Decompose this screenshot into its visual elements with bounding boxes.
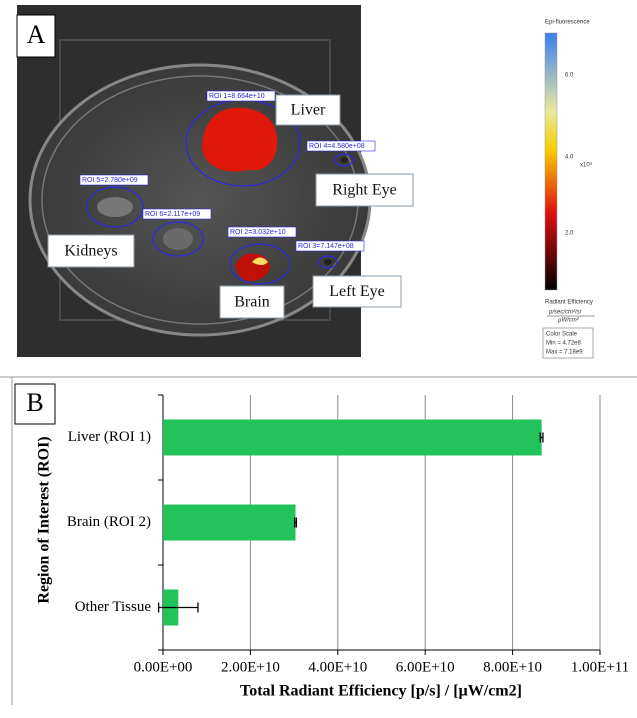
colorbar-min: Min = 4.72e8 [546,341,582,347]
roi-label: ROI 3=7.147e+08 [298,243,354,250]
colorbar-tick: 6.0 [565,73,574,79]
organ-label: Left Eye [329,283,385,300]
bar [163,505,295,541]
x-tick-label: 4.00E+10 [308,659,367,675]
colorbar-title: Epi-fluorescence [545,20,590,26]
panel-label: B [26,388,43,417]
colorbar-tick: 2.0 [565,231,574,237]
organ-label: Right Eye [332,182,396,199]
organ-label: Kidneys [64,243,117,260]
roi-label: ROI 4=4.580e+08 [309,143,365,150]
bar [163,420,542,456]
x-tick-label: 8.00E+10 [483,659,542,675]
roi-label: ROI 1=8.664e+10 [209,93,265,100]
colorbar-unit: Radiant Efficiency [545,300,593,306]
roi-label: ROI 6=2.117e+09 [145,211,200,218]
x-tick-label: 0.00E+00 [134,659,193,675]
organ-label: Liver [291,102,326,119]
colorbar-tick: 4.0 [565,155,574,161]
y-tick-label: Other Tissue [75,599,152,615]
colorbar-unit: p/sec/cm²/sr [548,310,583,316]
roi-label: ROI 2=3.032e+10 [230,229,286,236]
x-tick-label: 1.00E+11 [571,659,629,675]
organ-label: Brain [234,294,270,311]
x-axis-label: Total Radiant Efficiency [p/s] / [µW/cm2… [240,683,522,700]
colorbar-unit: µW/cm² [558,318,580,324]
y-tick-label: Brain (ROI 2) [67,514,151,530]
x-tick-label: 2.00E+10 [221,659,280,675]
colorbar-multiplier: x10⁹ [580,162,593,169]
roi-label: ROI 5=2.780e+09 [82,177,138,184]
colorbar-scale: Color Scale [546,332,578,338]
x-tick-label: 6.00E+10 [396,659,455,675]
panel-label: A [27,20,46,49]
colorbar: Epi-fluorescence 6.0 4.0 2.0 x10⁹ Radian… [543,20,595,358]
y-axis-label: Region of Interest (ROI) [36,436,53,603]
colorbar-max: Max = 7.18e9 [546,350,583,356]
y-tick-label: Liver (ROI 1) [68,429,151,445]
figure: A Liver Right Eye Kidneys Brain Left Eye ROI … [0,0,637,713]
